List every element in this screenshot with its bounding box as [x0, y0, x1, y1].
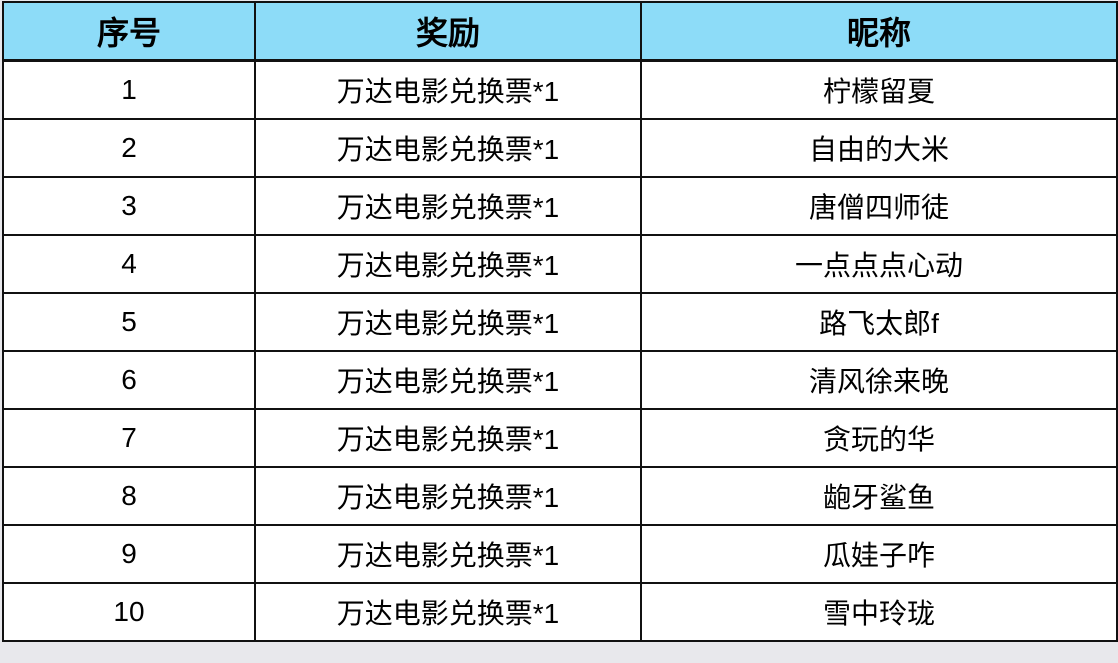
cell-index: 1	[2, 59, 256, 120]
header-reward: 奖励	[254, 1, 642, 62]
cell-nickname: 唐僧四师徒	[640, 176, 1118, 236]
cell-index: 4	[2, 234, 256, 294]
table-row: 10 万达电影兑换票*1 雪中玲珑	[2, 582, 1118, 642]
cell-reward: 万达电影兑换票*1	[254, 350, 642, 410]
cell-nickname: 路飞太郎f	[640, 292, 1118, 352]
cell-reward: 万达电影兑换票*1	[254, 234, 642, 294]
cell-index: 5	[2, 292, 256, 352]
table-row: 3 万达电影兑换票*1 唐僧四师徒	[2, 176, 1118, 236]
cell-nickname: 贪玩的华	[640, 408, 1118, 468]
table-row: 6 万达电影兑换票*1 清风徐来晚	[2, 350, 1118, 410]
header-nickname: 昵称	[640, 1, 1118, 62]
cell-index: 6	[2, 350, 256, 410]
cell-reward: 万达电影兑换票*1	[254, 582, 642, 642]
cell-reward: 万达电影兑换票*1	[254, 408, 642, 468]
winners-table: 序号 奖励 昵称 1 万达电影兑换票*1 柠檬留夏 2 万达电影兑换票*1 自由的大米 3 万…	[2, 1, 1118, 642]
cell-nickname: 清风徐来晚	[640, 350, 1118, 410]
table-row: 7 万达电影兑换票*1 贪玩的华	[2, 408, 1118, 468]
cell-reward: 万达电影兑换票*1	[254, 59, 642, 120]
cell-reward: 万达电影兑换票*1	[254, 524, 642, 584]
table-row: 8 万达电影兑换票*1 龅牙鲨鱼	[2, 466, 1118, 526]
table-row: 4 万达电影兑换票*1 一点点点心动	[2, 234, 1118, 294]
cell-nickname: 瓜娃子咋	[640, 524, 1118, 584]
cell-nickname: 一点点点心动	[640, 234, 1118, 294]
table-row: 5 万达电影兑换票*1 路飞太郎f	[2, 292, 1118, 352]
cell-reward: 万达电影兑换票*1	[254, 466, 642, 526]
table-row: 2 万达电影兑换票*1 自由的大米	[2, 118, 1118, 178]
cell-reward: 万达电影兑换票*1	[254, 118, 642, 178]
cell-nickname: 雪中玲珑	[640, 582, 1118, 642]
cell-index: 7	[2, 408, 256, 468]
cell-index: 10	[2, 582, 256, 642]
table-row: 1 万达电影兑换票*1 柠檬留夏	[2, 59, 1118, 120]
cell-reward: 万达电影兑换票*1	[254, 292, 642, 352]
cell-index: 3	[2, 176, 256, 236]
cell-nickname: 龅牙鲨鱼	[640, 466, 1118, 526]
cell-index: 2	[2, 118, 256, 178]
cell-index: 8	[2, 466, 256, 526]
header-index: 序号	[2, 1, 256, 62]
cell-reward: 万达电影兑换票*1	[254, 176, 642, 236]
cell-nickname: 自由的大米	[640, 118, 1118, 178]
cell-index: 9	[2, 524, 256, 584]
cell-nickname: 柠檬留夏	[640, 59, 1118, 120]
table-row: 9 万达电影兑换票*1 瓜娃子咋	[2, 524, 1118, 584]
table-header-row: 序号 奖励 昵称	[2, 1, 1118, 62]
